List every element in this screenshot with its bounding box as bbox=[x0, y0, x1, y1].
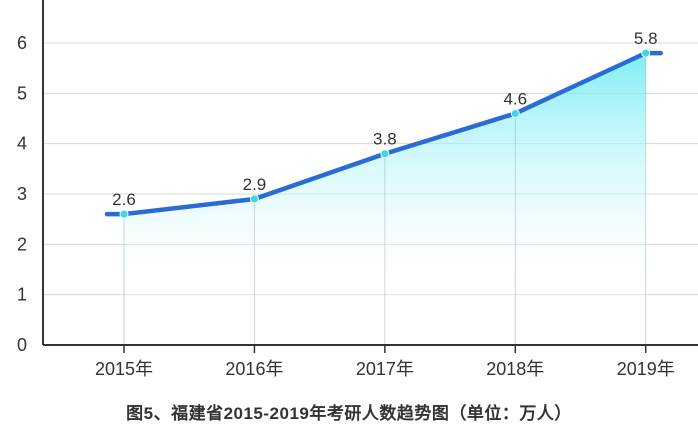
data-point-marker-2018年 bbox=[510, 108, 520, 118]
data-point-label: 3.8 bbox=[373, 130, 397, 149]
data-point-label: 2.9 bbox=[243, 175, 267, 194]
x-tick-label: 2018年 bbox=[486, 359, 544, 379]
data-point-label: 4.6 bbox=[503, 89, 527, 108]
y-tick-label: 5 bbox=[17, 83, 27, 103]
data-point-label: 2.6 bbox=[112, 190, 136, 209]
y-tick-label: 6 bbox=[17, 33, 27, 53]
y-tick-label: 1 bbox=[17, 285, 27, 305]
y-tick-label: 0 bbox=[17, 335, 27, 355]
y-tick-label: 2 bbox=[17, 234, 27, 254]
x-tick-label: 2016年 bbox=[225, 359, 283, 379]
data-point-marker-2015年 bbox=[119, 209, 129, 219]
x-tick-label: 2017年 bbox=[356, 359, 414, 379]
y-tick-label: 4 bbox=[17, 134, 27, 154]
trend-line-chart-canvas: 2.6 2.9 3.8 4.6 5.8 0 1 2 3 4 5 6 2015年 2016年 2017年 201… bbox=[17, 0, 698, 379]
chart-caption: 图5、福建省2015-2019年考研人数趋势图（单位：万人） bbox=[126, 404, 572, 423]
data-point-label: 5.8 bbox=[634, 29, 658, 48]
data-point-marker-2016年 bbox=[249, 194, 259, 204]
y-tick-label: 3 bbox=[17, 184, 27, 204]
x-tick-label: 2019年 bbox=[617, 359, 675, 379]
area-fill bbox=[124, 53, 646, 346]
data-point-marker-2019年 bbox=[641, 48, 651, 58]
x-tick-label: 2015年 bbox=[95, 359, 153, 379]
data-point-marker-2017年 bbox=[380, 149, 390, 159]
